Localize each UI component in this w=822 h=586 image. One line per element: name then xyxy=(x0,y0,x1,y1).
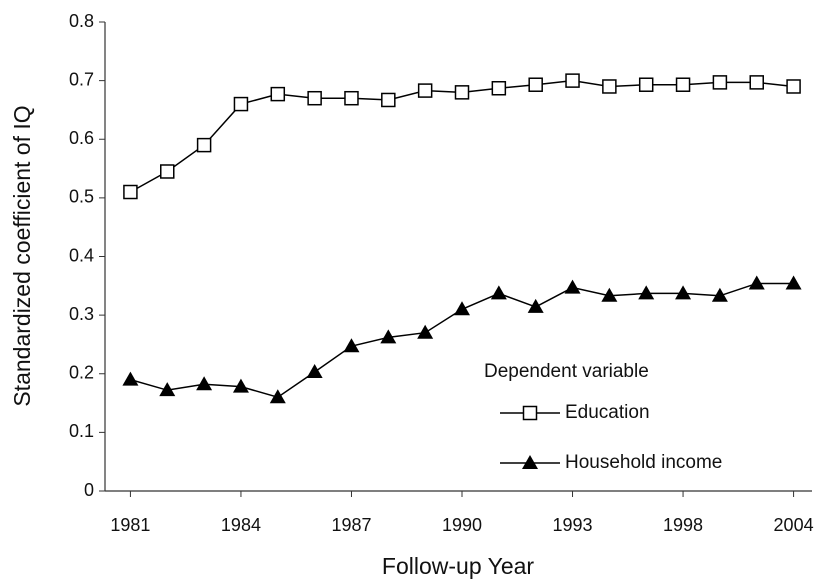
data-point xyxy=(601,287,618,302)
x-tick-label: 1993 xyxy=(553,515,593,535)
data-point xyxy=(417,83,433,98)
data-point xyxy=(381,92,396,108)
data-point xyxy=(675,77,691,92)
y-tick-label: 0.7 xyxy=(69,69,94,89)
data-point xyxy=(638,285,655,300)
x-axis-title: Follow-up Year xyxy=(382,553,534,579)
data-point xyxy=(196,376,213,391)
data-point xyxy=(454,301,470,316)
data-point xyxy=(785,275,802,290)
data-point xyxy=(159,382,176,397)
data-point xyxy=(269,389,286,404)
data-point xyxy=(564,279,581,294)
series-line xyxy=(130,282,794,399)
x-tick-label: 1990 xyxy=(442,515,482,535)
data-point xyxy=(196,137,212,153)
data-point xyxy=(343,338,360,353)
y-tick-label: 0.3 xyxy=(69,304,94,324)
y-tick-label: 0.6 xyxy=(69,128,94,148)
data-point xyxy=(748,275,765,290)
data-point xyxy=(602,79,617,94)
x-tick-label: 1984 xyxy=(221,515,261,535)
legend-label: Household income xyxy=(565,452,722,473)
legend-label: Education xyxy=(565,402,650,423)
y-tick-label: 0.8 xyxy=(69,11,94,31)
data-point xyxy=(380,329,397,344)
data-point xyxy=(711,287,728,302)
x-tick-label: 1981 xyxy=(110,515,150,535)
data-point xyxy=(417,324,434,339)
data-point xyxy=(638,77,654,92)
y-axis-title: Standardized coefficient of IQ xyxy=(9,105,35,406)
y-tick-label: 0.1 xyxy=(69,421,94,441)
data-point xyxy=(160,164,175,179)
data-point xyxy=(454,85,470,100)
data-point xyxy=(123,184,138,200)
y-tick-label: 0.4 xyxy=(69,245,94,265)
data-point xyxy=(527,298,544,313)
data-point xyxy=(528,77,543,92)
x-tick-label: 2004 xyxy=(774,515,814,535)
data-point xyxy=(344,90,359,106)
x-tick-label: 1998 xyxy=(663,515,703,535)
data-point xyxy=(565,73,580,88)
data-point xyxy=(307,90,322,106)
y-tick-label: 0.5 xyxy=(69,187,94,207)
data-point xyxy=(490,285,507,300)
data-point xyxy=(712,75,728,90)
data-point xyxy=(749,75,764,90)
data-point xyxy=(306,363,323,378)
data-point xyxy=(233,96,249,112)
legend-marker xyxy=(522,455,538,469)
legend-marker xyxy=(522,405,538,421)
x-tick-label: 1987 xyxy=(331,515,371,535)
legend-title: Dependent variable xyxy=(484,361,649,382)
data-point xyxy=(232,378,249,393)
y-tick-label: 0.2 xyxy=(69,363,94,383)
data-point xyxy=(122,371,139,386)
data-point xyxy=(786,79,801,94)
data-point xyxy=(675,285,692,300)
data-point xyxy=(270,86,286,102)
y-tick-label: 0 xyxy=(84,480,94,500)
data-point xyxy=(491,80,507,96)
